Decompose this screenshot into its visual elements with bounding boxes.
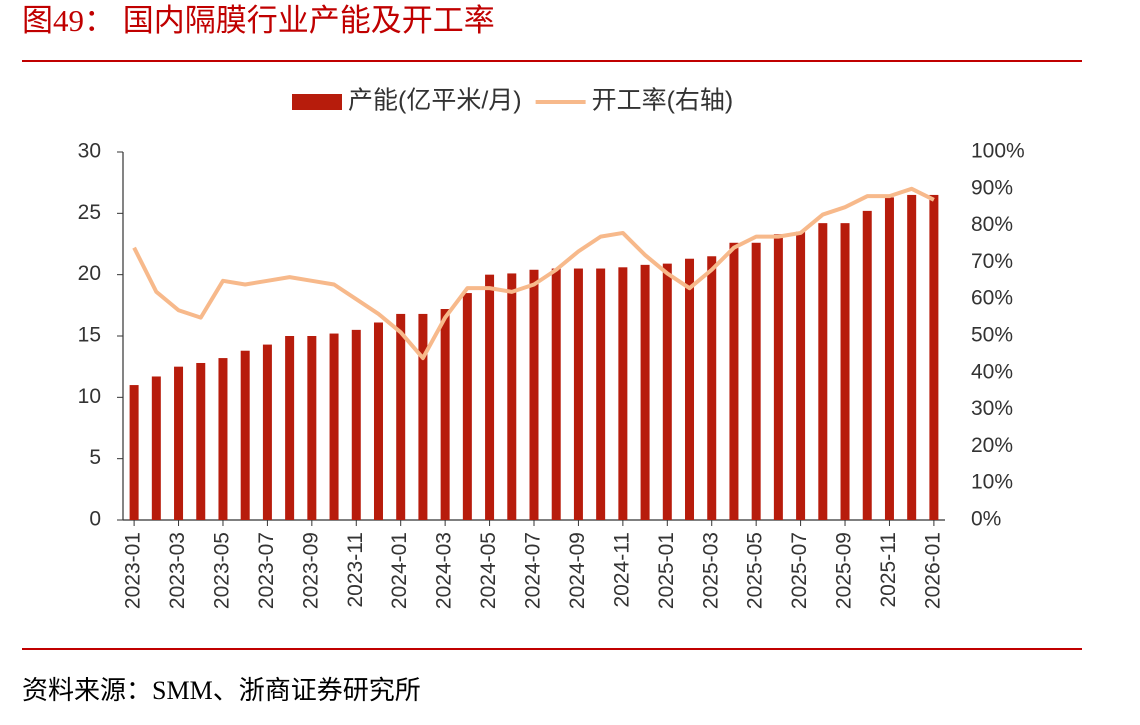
bar <box>596 268 606 520</box>
legend-label: 开工率(右轴) <box>592 87 734 115</box>
y2-tick-label: 10% <box>971 471 1013 494</box>
bar <box>373 322 383 520</box>
bar <box>218 358 228 520</box>
x-tick-label: 2024-05 <box>477 532 500 609</box>
bar <box>884 197 894 521</box>
bar <box>174 366 184 520</box>
bar <box>796 231 806 520</box>
bar <box>351 329 361 520</box>
bar <box>129 385 139 520</box>
y2-tick-label: 50% <box>971 324 1013 347</box>
y-tick-label: 30 <box>78 140 101 163</box>
bar <box>262 344 272 520</box>
y2-tick-label: 60% <box>971 287 1013 310</box>
line <box>132 186 935 361</box>
y2-tick-label: 80% <box>971 213 1013 236</box>
bar <box>329 333 339 520</box>
bar <box>707 256 717 520</box>
y-tick-label: 5 <box>89 446 101 469</box>
bar <box>929 194 939 520</box>
bar <box>618 267 628 520</box>
x-tick-label: 2024-07 <box>522 532 545 609</box>
bar <box>862 210 872 520</box>
bar <box>685 258 695 520</box>
bar <box>307 336 317 520</box>
x-tick-label: 2023-07 <box>255 532 278 609</box>
x-tick-label: 2025-05 <box>744 532 767 609</box>
bar <box>485 274 495 520</box>
legend-label: 产能(亿平米/月) <box>348 87 522 115</box>
bar <box>840 223 850 520</box>
bar <box>440 309 450 520</box>
x-tick-label: 2023-01 <box>122 532 145 609</box>
x-tick-label: 2024-11 <box>610 532 633 608</box>
bar <box>529 269 539 520</box>
x-tick-label: 2024-01 <box>388 532 411 609</box>
bar <box>240 350 250 520</box>
source-note: 资料来源：SMM、浙商证券研究所 <box>22 676 421 705</box>
bar <box>551 268 561 520</box>
x-tick-label: 2023-03 <box>166 532 189 609</box>
y-tick-label: 15 <box>78 324 101 347</box>
bar <box>729 242 739 521</box>
x-tick-label: 2025-03 <box>699 532 722 609</box>
x-tick-label: 2025-07 <box>788 532 811 609</box>
bar <box>751 242 761 521</box>
y2-tick-label: 70% <box>971 250 1013 273</box>
bar <box>418 313 428 520</box>
y2-tick-label: 20% <box>971 434 1013 457</box>
y2-tick-label: 0% <box>971 508 1001 531</box>
bar <box>907 194 917 520</box>
x-tick-label: 2024-03 <box>433 532 456 609</box>
bar <box>640 264 650 520</box>
x-tick-label: 2026-01 <box>921 532 944 609</box>
x-tick-label: 2023-05 <box>211 532 234 609</box>
bar <box>462 293 472 520</box>
bar <box>196 362 206 520</box>
y2-tick-label: 90% <box>971 176 1013 199</box>
bar <box>818 223 828 520</box>
bar <box>662 263 672 520</box>
bar <box>285 336 295 520</box>
y2-tick-label: 40% <box>971 360 1013 383</box>
x-tick-label: 2025-11 <box>877 532 900 608</box>
chart-title: 图49： 国内隔膜行业产能及开工率 <box>22 3 495 38</box>
y-tick-label: 20 <box>78 262 101 285</box>
y-tick-label: 0 <box>89 508 101 531</box>
bar <box>507 273 517 520</box>
x-tick-label: 2024-09 <box>566 532 589 609</box>
legend-swatch <box>292 94 342 110</box>
y2-tick-label: 30% <box>971 397 1013 420</box>
bar <box>773 234 783 521</box>
x-tick-label: 2023-11 <box>344 532 367 608</box>
bar <box>396 313 406 520</box>
y2-tick-label: 100% <box>971 140 1025 163</box>
bar <box>573 268 583 520</box>
x-tick-label: 2025-09 <box>833 532 856 609</box>
x-tick-label: 2023-09 <box>299 532 322 609</box>
y-tick-label: 25 <box>78 201 101 224</box>
x-tick-label: 2025-01 <box>655 532 678 609</box>
y-tick-label: 10 <box>78 385 101 408</box>
bar <box>151 376 161 520</box>
